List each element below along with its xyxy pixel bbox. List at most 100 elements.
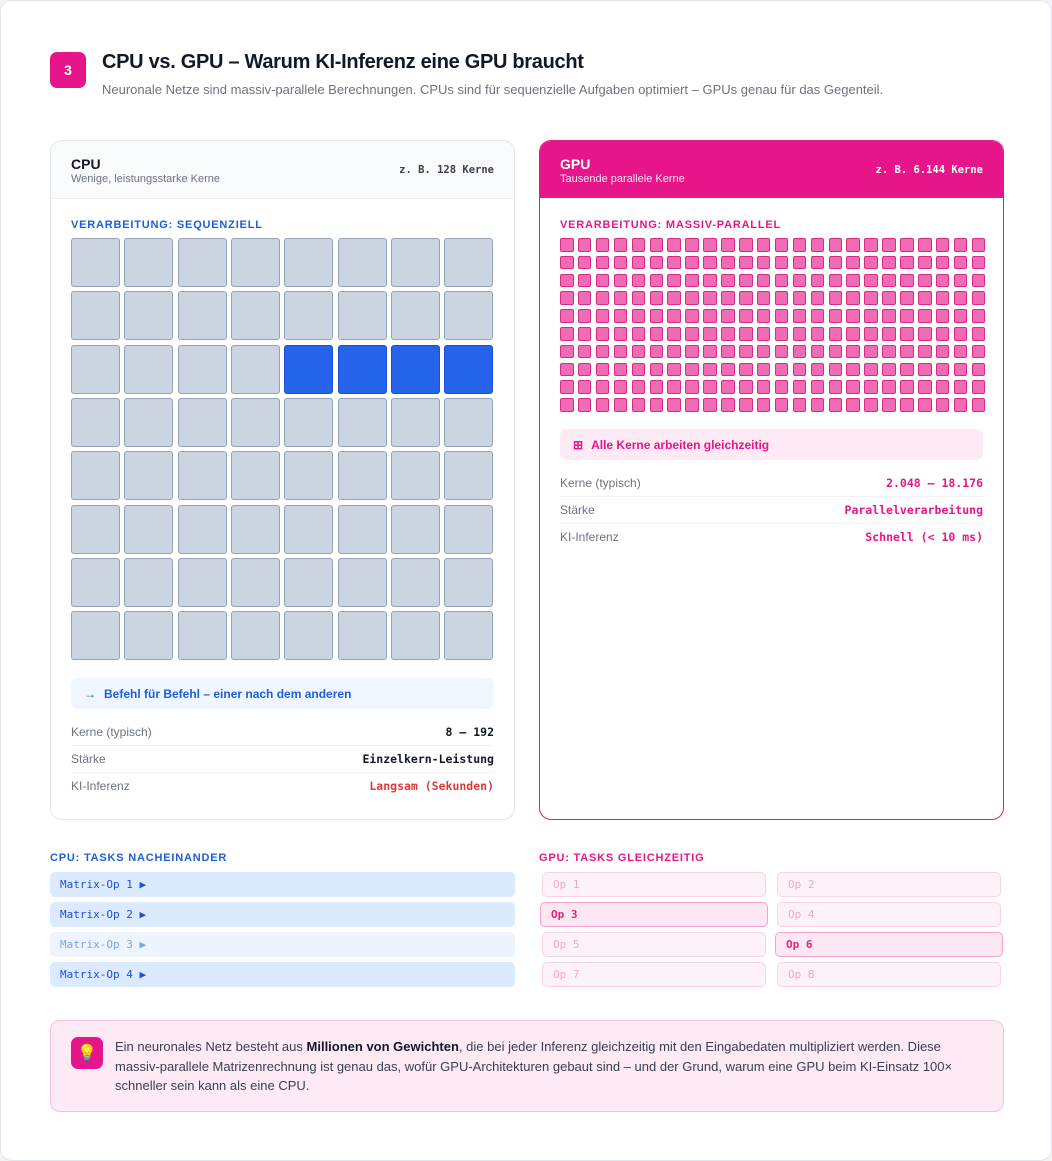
core: [230, 557, 280, 607]
core: [390, 611, 440, 661]
core: [595, 380, 610, 394]
core: [721, 309, 735, 323]
core: [230, 451, 280, 501]
core: [230, 504, 280, 554]
core: [774, 291, 789, 305]
spec-label: KI-Inferenz: [560, 529, 619, 544]
core: [792, 255, 807, 270]
core: [667, 398, 681, 412]
core: [900, 273, 914, 288]
core: [935, 273, 950, 288]
step-badge: 3: [50, 52, 86, 88]
core: [864, 238, 878, 252]
core: [444, 504, 494, 554]
core: [613, 327, 628, 341]
core: [882, 344, 896, 359]
note-icon: 💡: [71, 1037, 103, 1069]
panel-title: CPU: [71, 156, 101, 172]
core: [613, 309, 628, 323]
task: Matrix-Op 1 ▶: [50, 872, 515, 897]
core: [935, 291, 950, 305]
core: [390, 238, 440, 287]
core: [560, 291, 574, 305]
core: [649, 238, 663, 252]
core: [864, 398, 878, 412]
core: [124, 504, 174, 554]
core: [721, 327, 735, 341]
core: [935, 238, 950, 252]
core: [846, 309, 860, 323]
core: [882, 362, 896, 377]
core: [124, 291, 174, 341]
core: [230, 397, 280, 447]
core: [846, 380, 860, 394]
core: [124, 611, 174, 661]
processing-label: VERARBEITUNG: MASSIV-PARALLEL: [560, 219, 782, 231]
core: [124, 557, 174, 607]
note-text-part: , die bei jeder Inferenz gleichzeitig mi…: [115, 1039, 953, 1093]
core: [739, 291, 753, 305]
core: [900, 327, 914, 341]
core: [685, 380, 699, 394]
core-count: z. B. 128 Kerne: [399, 164, 494, 176]
core: [918, 238, 932, 252]
core: [649, 327, 663, 341]
core: [685, 291, 699, 305]
core: [792, 344, 807, 359]
core: [649, 362, 663, 377]
core: [882, 380, 896, 394]
core: [756, 255, 771, 270]
core: [577, 238, 592, 252]
core: [577, 309, 592, 323]
core: [177, 504, 227, 554]
panel-subtitle: Wenige, leistungsstarke Kerne: [71, 173, 220, 185]
core: [864, 309, 878, 323]
core: [971, 238, 986, 252]
core: [792, 309, 807, 323]
core: [703, 255, 717, 270]
core: [774, 255, 789, 270]
core: [900, 362, 914, 377]
core: [953, 398, 968, 412]
core: [337, 504, 387, 554]
core: [792, 362, 807, 377]
core: [685, 344, 699, 359]
core-grid: [71, 238, 495, 662]
core: [560, 380, 574, 394]
core: [595, 273, 610, 288]
spec-label: Stärke: [560, 502, 595, 517]
core: [953, 291, 968, 305]
core: [846, 291, 860, 305]
core: [649, 255, 663, 270]
core: [230, 238, 280, 287]
core: [864, 255, 878, 270]
core: [935, 398, 950, 412]
core: [756, 291, 771, 305]
core: [444, 451, 494, 501]
core: [935, 380, 950, 394]
core: [444, 397, 494, 447]
core: [971, 327, 986, 341]
task: Matrix-Op 2 ▶: [50, 902, 515, 927]
spec-row: Kerne (typisch) 8 – 192: [71, 718, 494, 746]
core: [284, 451, 334, 501]
core: [284, 397, 334, 447]
core: [953, 309, 968, 323]
core: [828, 398, 842, 412]
core: [810, 398, 825, 412]
core: [721, 398, 735, 412]
core: [577, 380, 592, 394]
core: [560, 398, 574, 412]
core: [230, 291, 280, 341]
core: [595, 398, 610, 412]
core: [935, 344, 950, 359]
core: [703, 344, 717, 359]
core: [864, 344, 878, 359]
core: [739, 273, 753, 288]
core: [756, 344, 771, 359]
core: [649, 344, 663, 359]
core: [649, 273, 663, 288]
core: [595, 238, 610, 252]
spec-value: Einzelkern-Leistung: [362, 751, 494, 766]
